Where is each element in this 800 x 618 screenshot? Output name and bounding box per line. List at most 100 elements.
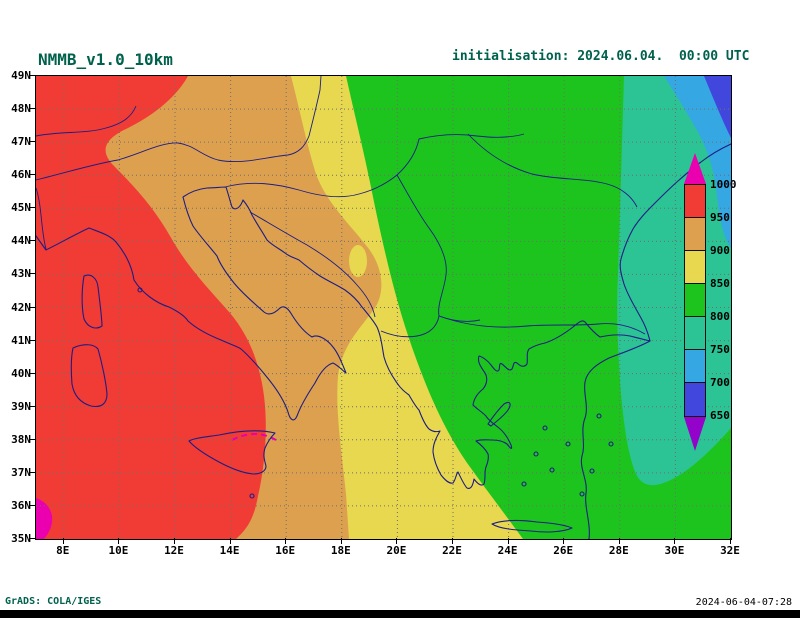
island-icon [565,441,571,447]
lat-tick [29,273,35,275]
lon-label: 20E [386,544,407,557]
contour-region-magenta [36,498,53,539]
lon-tick [62,538,64,544]
contour-spot-yellow [349,245,367,277]
initialisation-time: initialisation: 2024.06.04. 00:00 UTC [452,49,750,64]
island-icon [589,468,595,474]
lon-label: 30E [664,544,685,557]
lat-tick [29,538,35,539]
lon-label: 12E [164,544,184,557]
legend-color-band [685,284,705,317]
plot-timestamp: 2024-06-04-07:28 [695,597,792,608]
color-legend: 1000 950 900 850 800 750 700 650 [684,153,748,451]
coastline-crete [491,519,573,533]
legend-tick-label: 1000 [710,178,737,191]
map-frame: 1000 950 900 850 800 750 700 650 [35,75,737,540]
lon-tick [118,538,120,544]
lon-label: 22E [442,544,462,557]
lat-label: 40N [11,366,31,380]
border-line [36,187,47,250]
lat-label: 41N [11,333,31,347]
lon-label: 10E [108,544,129,557]
lat-label: 45N [11,201,31,215]
lon-tick [563,538,565,544]
lat-label: 46N [11,168,31,182]
lat-tick [29,174,35,176]
legend-tick-label: 800 [710,310,730,323]
legend-color-band [685,383,705,416]
contour-region-blue [704,76,731,138]
lat-label: 44N [11,234,31,248]
legend-tick-label: 700 [710,376,730,389]
lon-tick [396,538,398,544]
coastline-sicily [188,430,276,475]
model-title: NMMB_v1.0_10km [38,50,173,69]
island-icon [533,451,539,457]
lat-label: 43N [11,267,31,281]
border-line [249,211,376,318]
coastline-turkey-west [580,340,651,539]
lat-tick [29,75,35,76]
lat-tick [29,141,35,143]
lat-tick [29,207,35,209]
border-line [380,315,440,338]
coastline-mainland [36,143,731,489]
lat-tick [29,240,35,242]
lat-tick [29,504,35,506]
lon-label: 16E [275,544,296,557]
island-icon [137,287,143,293]
lon-tick [340,538,342,544]
legend-tick-label: 900 [710,244,730,257]
legend-tick-label: 750 [710,343,730,356]
lat-label: 42N [11,300,31,314]
legend-color-band [685,218,705,251]
coastline-corsica [81,274,103,329]
legend-color-band [685,251,705,284]
lat-tick [29,108,35,110]
lat-tick [29,306,35,308]
legend-segments [684,184,706,417]
legend-bar [684,153,706,451]
lat-label: 49N [11,69,31,82]
coastline-evia [487,401,511,427]
lat-label: 36N [11,498,31,512]
coastlines [36,143,731,539]
lon-tick [674,538,676,544]
legend-color-band [685,350,705,383]
contour-line-magenta [231,433,277,441]
weather-map [36,76,731,539]
lon-label: 24E [497,544,518,557]
contour-region-cyan [664,76,731,248]
lon-label: 28E [608,544,629,557]
legend-tick-label: 650 [710,409,730,422]
grads-credit: GrADS: COLA/IGES [5,596,102,607]
island-icon [608,441,614,447]
lon-label: 32E [720,544,740,557]
lon-tick [730,538,731,544]
lat-label: 35N [11,532,31,545]
legend-arrow-up-icon [684,153,706,184]
lat-tick [29,372,35,374]
coastline-sardinia [70,344,108,408]
lat-label: 47N [11,135,31,149]
island-icon [596,413,602,419]
lon-tick [618,538,620,544]
lon-tick [507,538,509,544]
legend-arrow-down-icon [684,417,706,451]
lat-tick [29,471,35,473]
island-icon [549,467,555,473]
island-icon [579,491,585,497]
lon-tick [229,538,231,544]
lon-label: 26E [553,544,574,557]
legend-color-band [685,185,705,218]
lon-tick [285,538,287,544]
lat-tick [29,405,35,407]
lat-tick [29,339,35,341]
border-line [467,133,638,208]
country-borders [36,76,646,338]
border-line [438,315,646,335]
lat-label: 39N [11,399,31,413]
lon-label: 18E [330,544,351,557]
legend-tick-label: 950 [710,211,730,224]
